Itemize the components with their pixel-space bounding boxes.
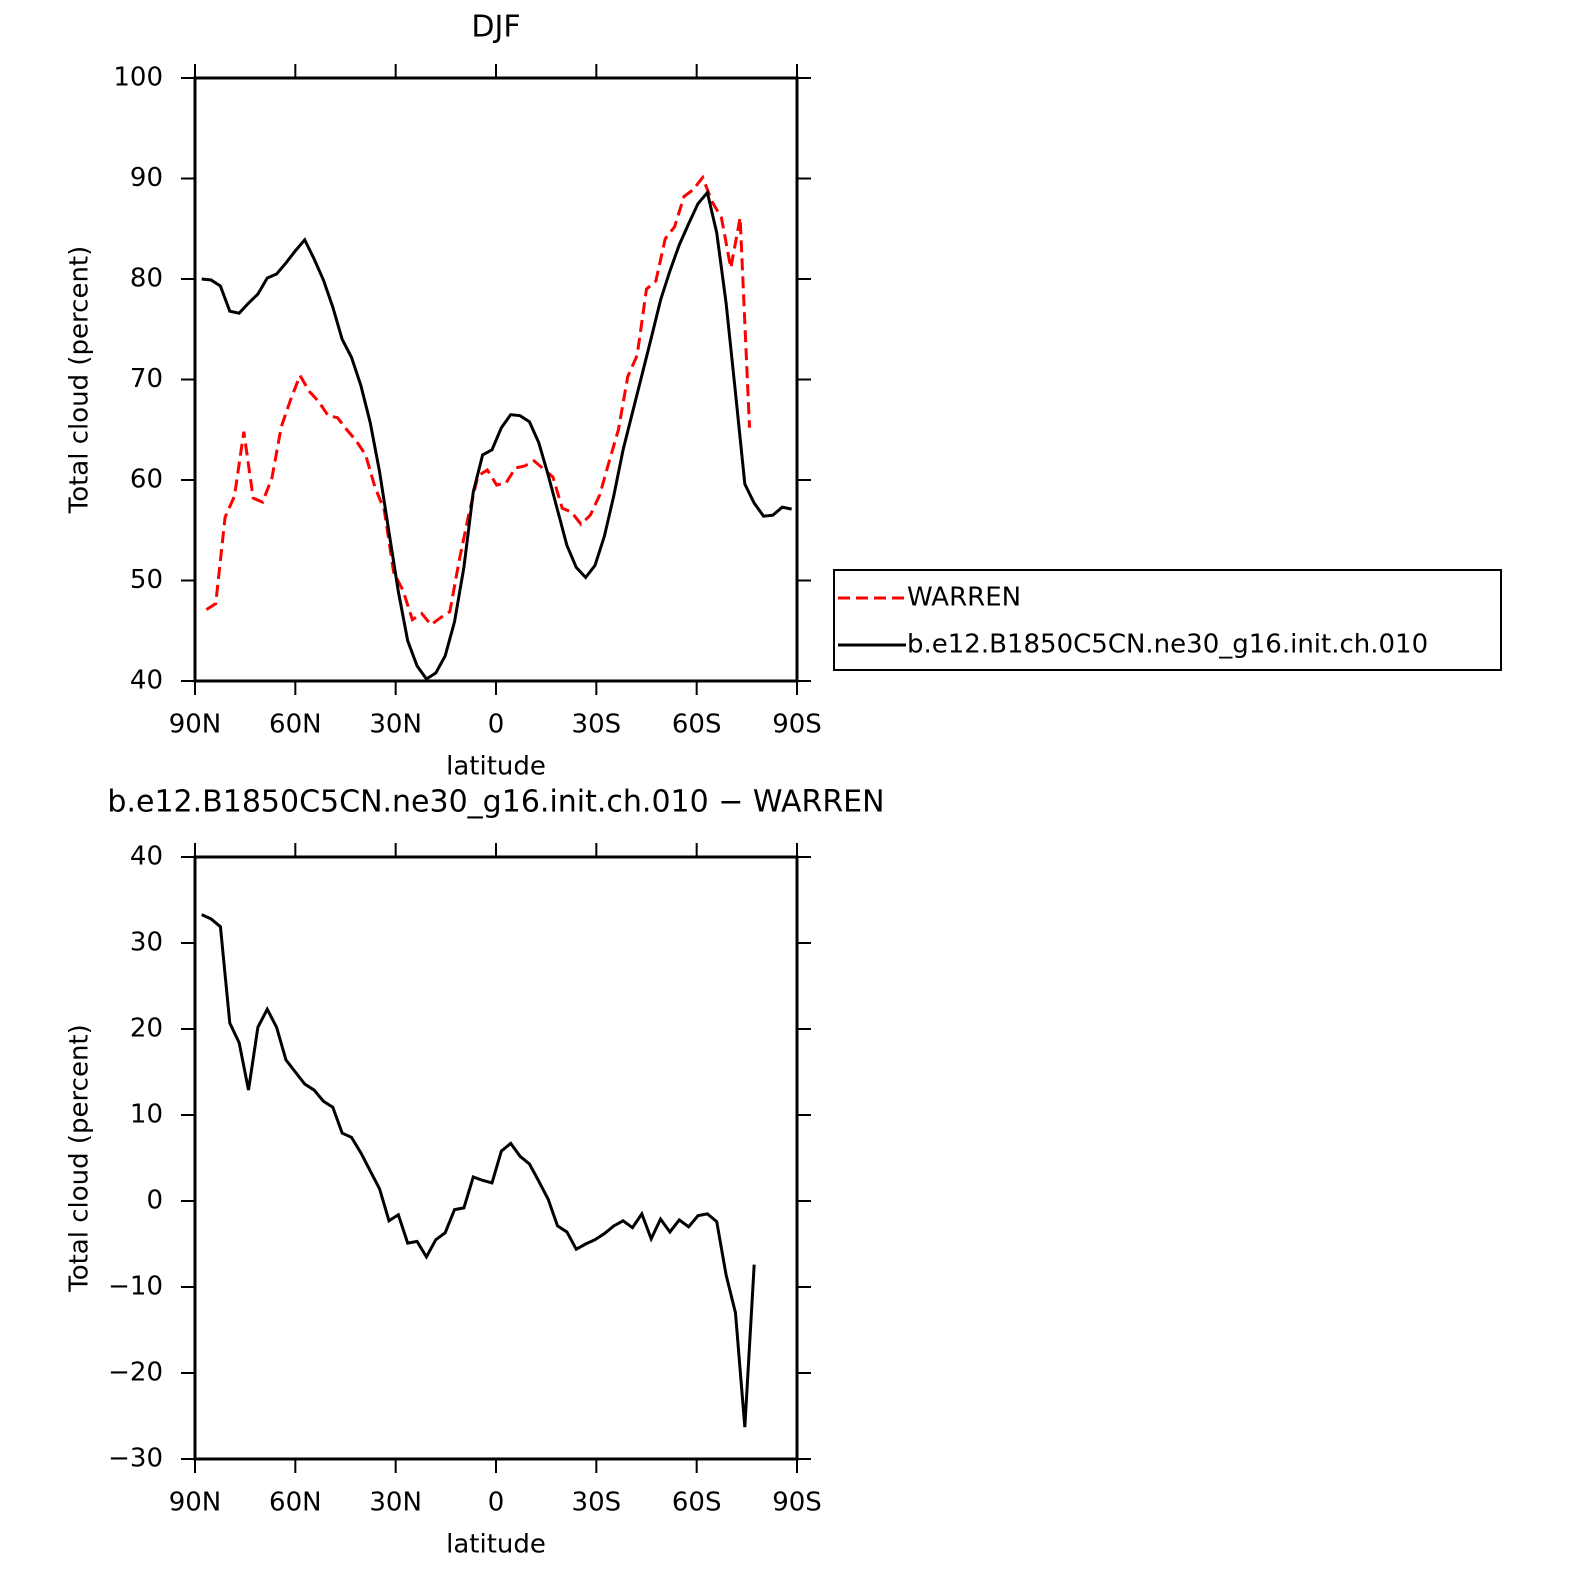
y-tick-label: 40 (130, 842, 163, 872)
y-tick-label: −20 (108, 1358, 163, 1388)
legend-label: WARREN (907, 583, 1021, 613)
data-line (201, 913, 756, 1428)
y-axis-label: Total cloud (percent) (65, 246, 95, 515)
y-tick-label: 70 (130, 364, 163, 394)
y-tick-label: 20 (130, 1014, 163, 1044)
y-tick-label: −10 (108, 1272, 163, 1302)
y-tick-label: 90 (130, 163, 163, 193)
plot-frame (193, 855, 799, 1461)
x-tick-label: 30S (572, 1488, 622, 1518)
plot-frame (193, 76, 799, 683)
y-tick-label: 60 (130, 465, 163, 495)
chart-title: b.e12.B1850C5CN.ne30_g16.init.ch.010 − W… (107, 785, 884, 820)
y-tick-label: 30 (130, 928, 163, 958)
x-tick-label: 30N (369, 1488, 422, 1518)
x-tick-label: 90S (772, 1488, 822, 1518)
legend-label: b.e12.B1850C5CN.ne30_g16.init.ch.010 (907, 630, 1428, 660)
x-axis-label: latitude (446, 1530, 546, 1560)
legend-box (833, 569, 1502, 671)
x-tick-label: 60N (269, 1488, 322, 1518)
y-tick-label: 40 (130, 666, 163, 696)
x-tick-label: 30N (369, 710, 422, 740)
x-tick-label: 0 (488, 710, 505, 740)
x-tick-label: 90N (169, 1488, 222, 1518)
x-axis-label: latitude (446, 752, 546, 782)
x-tick-label: 90S (772, 710, 822, 740)
y-tick-label: −30 (108, 1444, 163, 1474)
x-tick-label: 60S (672, 710, 722, 740)
data-line (201, 189, 792, 682)
y-tick-label: 100 (113, 63, 163, 93)
y-tick-label: 0 (146, 1186, 163, 1216)
y-tick-label: 10 (130, 1100, 163, 1130)
y-tick-label: 80 (130, 264, 163, 294)
y-tick-label: 50 (130, 565, 163, 595)
data-line (205, 174, 752, 627)
x-tick-label: 0 (488, 1488, 505, 1518)
x-tick-label: 60N (269, 710, 322, 740)
y-axis-label: Total cloud (percent) (65, 1024, 95, 1293)
chart-title: DJF (471, 10, 520, 45)
x-tick-label: 60S (672, 1488, 722, 1518)
x-tick-label: 90N (169, 710, 222, 740)
x-tick-label: 30S (572, 710, 622, 740)
